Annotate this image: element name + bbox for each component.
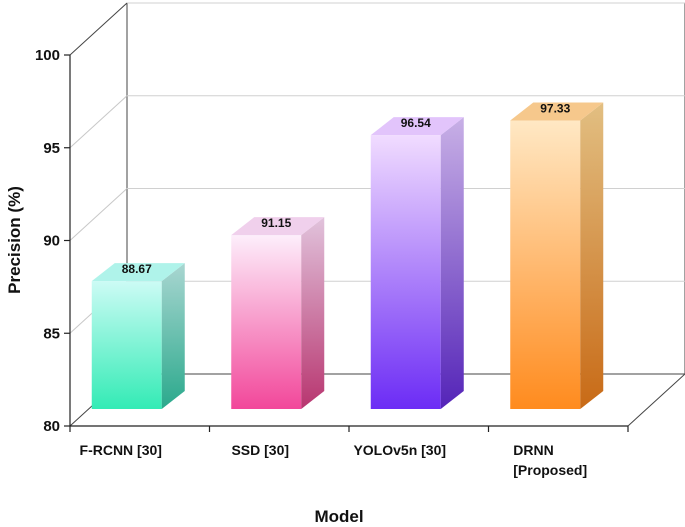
bar-value-label: 88.67 — [122, 262, 152, 276]
x-tick-label: F-RCNN [30] — [80, 442, 162, 458]
bar-front — [370, 135, 441, 410]
bar-value-label: 97.33 — [540, 102, 570, 116]
bar-side — [161, 263, 185, 409]
bar-side — [301, 217, 325, 409]
axes — [64, 54, 629, 432]
y-axis-title: Precision (%) — [5, 186, 24, 294]
y-tick-label: 100 — [35, 47, 60, 64]
y-tick-label: 80 — [43, 418, 60, 435]
bar-front — [231, 235, 302, 409]
labels: 88.67 F-RCNN [30] 91.15 SSD [30] 96.54 YOLOv5… — [35, 47, 587, 478]
grid-line-side-90 — [69, 188, 128, 241]
x-tick-label: [Proposed] — [513, 462, 587, 478]
bar-2 — [231, 217, 325, 409]
bar-side — [580, 102, 604, 409]
bar-front — [91, 281, 162, 409]
bar-top — [510, 102, 604, 121]
bar-3 — [370, 117, 464, 410]
grid-line-side-100 — [69, 2, 128, 56]
grid-line-side-95 — [69, 95, 128, 149]
x-axis-title: Model — [314, 507, 363, 526]
bar-value-label: 91.15 — [261, 216, 291, 230]
x-tick-label: DRNN — [513, 442, 553, 458]
y-tick-label: 85 — [43, 325, 60, 342]
bar-side — [440, 117, 464, 410]
bars — [91, 102, 604, 410]
bar-value-label: 96.54 — [401, 116, 431, 130]
bar-top — [231, 217, 325, 236]
y-tick-label: 90 — [43, 233, 60, 250]
bar-1 — [91, 263, 185, 409]
y-tick-label: 95 — [43, 140, 60, 157]
bar-top — [370, 117, 464, 136]
x-tick-label: YOLOv5n [30] — [353, 442, 446, 458]
floor-right-edge — [627, 373, 685, 427]
x-tick-label: SSD [30] — [231, 442, 289, 458]
bar-top — [91, 263, 185, 282]
bar-front — [510, 120, 581, 409]
bar-4 — [510, 102, 604, 409]
